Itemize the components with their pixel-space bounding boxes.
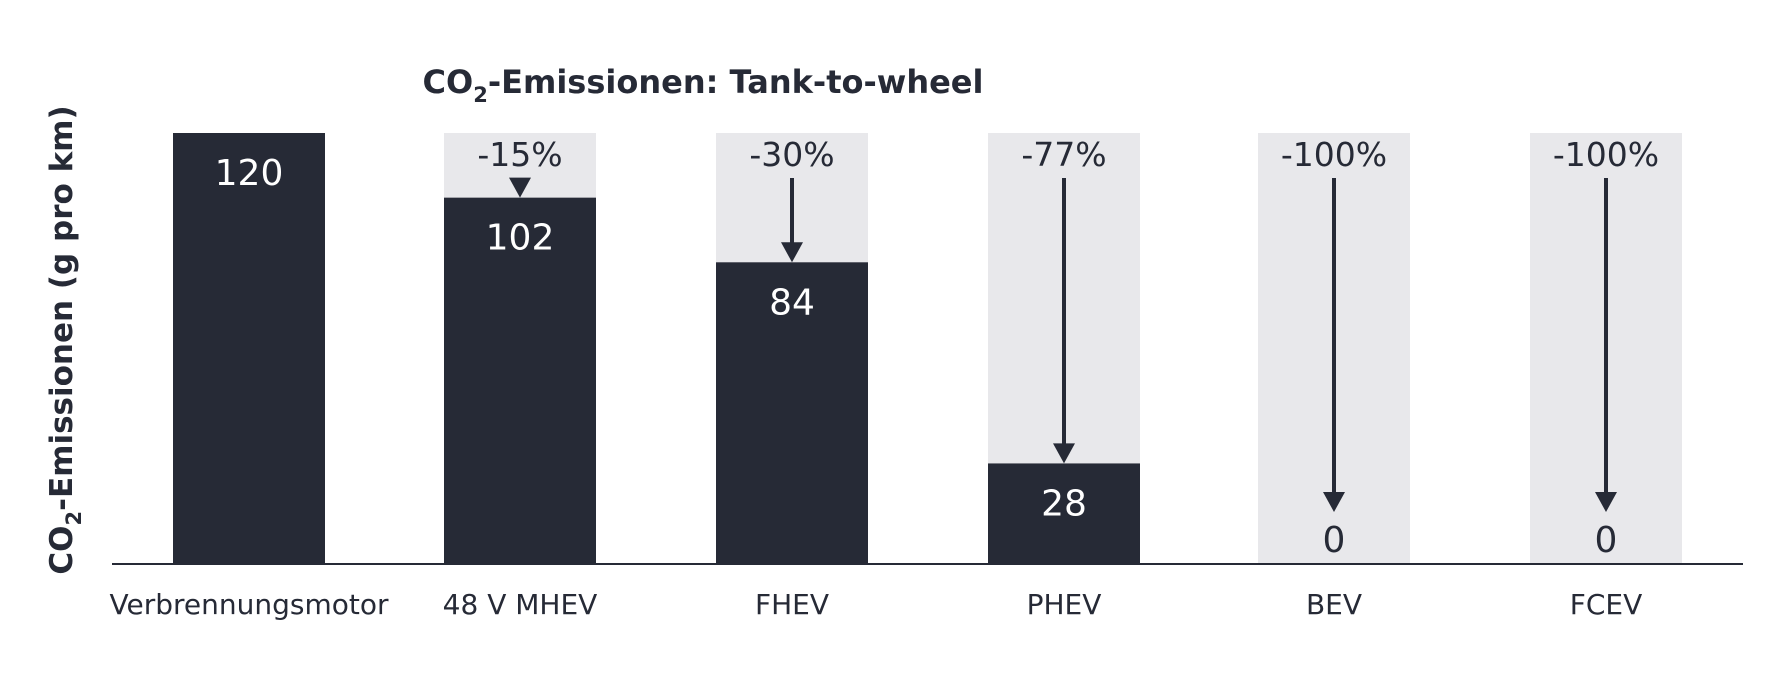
bar <box>444 197 596 564</box>
y-axis-label-main: CO <box>44 526 80 575</box>
value-label: 0 <box>1595 520 1618 561</box>
value-label: 102 <box>486 218 555 259</box>
x-tick-label: FHEV <box>755 588 829 621</box>
value-label: 84 <box>769 282 815 323</box>
reduction-label: -30% <box>749 135 834 174</box>
x-tick-label: BEV <box>1306 588 1362 621</box>
x-tick-label: 48 V MHEV <box>443 588 598 621</box>
value-label: 28 <box>1041 483 1087 524</box>
x-tick-label: Verbrennungsmotor <box>110 588 389 621</box>
reduction-label: -77% <box>1021 135 1106 174</box>
reduction-arrowhead <box>509 177 531 198</box>
category-labels: Verbrennungsmotor 48 V MHEV FHEV PHEV BEV FCE… <box>110 588 1643 621</box>
reduction-arrowhead <box>1323 492 1345 512</box>
chart-title-subscript: 2 <box>473 83 488 107</box>
value-label: 120 <box>215 153 284 194</box>
reduction-label: -15% <box>477 135 562 174</box>
bar-group: 120 -15% 102 -30% 84 -77% 28 -100% 0 -100% 0 <box>173 133 1682 564</box>
chart-title-main: CO <box>423 63 474 101</box>
x-tick-label: PHEV <box>1027 588 1102 621</box>
reduction-arrowhead <box>781 242 803 263</box>
reduction-arrowhead <box>1053 443 1075 464</box>
bar <box>173 133 325 564</box>
y-axis-label-rest: -Emissionen (g pro km) <box>44 105 80 511</box>
chart-title: CO2-Emissionen: Tank-to-wheel <box>423 63 984 107</box>
y-axis-label-subscript: 2 <box>62 511 86 526</box>
value-label: 0 <box>1323 520 1346 561</box>
chart-title-rest: -Emissionen: Tank-to-wheel <box>488 63 984 101</box>
reduction-label: -100% <box>1553 135 1659 174</box>
bar <box>988 463 1140 564</box>
x-tick-label: FCEV <box>1570 588 1643 621</box>
y-axis-label: CO2-Emissionen (g pro km) <box>44 105 86 574</box>
bar <box>716 262 868 564</box>
reduction-label: -100% <box>1281 135 1387 174</box>
reduction-arrowhead <box>1595 492 1617 512</box>
